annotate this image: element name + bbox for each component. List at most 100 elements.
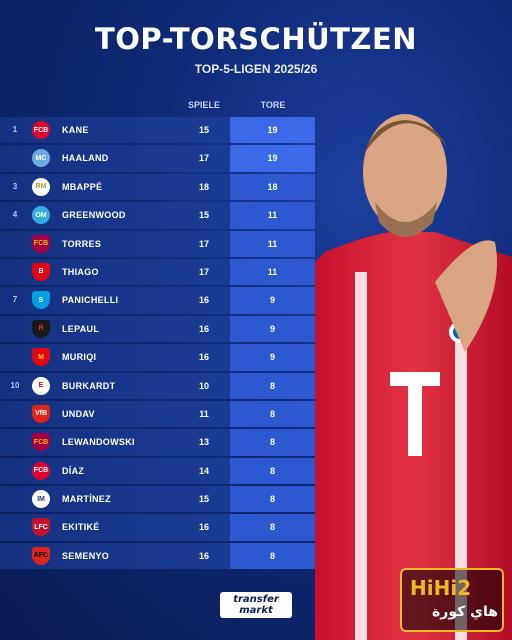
rank-cell: 7 [12,295,18,305]
table-row: LFC EKITIKÉ 16 8 [0,514,315,541]
marseille-crest-icon: OM [32,206,50,225]
liverpool-crest-icon: LFC [32,518,50,537]
rank-cell: 1 [12,125,18,134]
crest-text: E [38,382,44,390]
apps-cell: 17 [198,266,209,277]
player-name: HAALAND [62,153,109,164]
man-city-crest-icon: MC [32,149,50,168]
player-name: LEPAUL [62,323,100,334]
goals-cell: 11 [230,202,315,229]
goals-cell: 8 [230,486,315,513]
apps-cell: 16 [198,323,209,334]
goals-cell: 8 [230,457,315,485]
apps-cell: 18 [198,181,209,192]
player-name: TORRES [62,238,102,249]
crest-text: OM [35,211,47,219]
apps-cell: 11 [199,408,209,419]
bayern-crest-icon: FCB [32,461,50,480]
watermark-logo: HiHi2 هاي كورة [400,568,504,632]
page-title: TOP-TORSCHÜTZEN [94,22,418,56]
rank-cell: 10 [10,380,20,390]
column-header-goals: TORE [260,100,286,110]
goals-cell: 18 [230,173,315,201]
crest-text: S [38,296,44,304]
crest-text: LFC [34,523,48,531]
player-name: KANE [62,125,89,135]
crest-text: IM [37,495,45,503]
apps-cell: 15 [198,125,209,135]
real-madrid-crest-icon: RM [32,177,50,196]
table-row: MC HAALAND 17 19 [0,145,315,172]
table-row: IM MARTÍNEZ 15 8 [0,486,315,513]
crest-text: MC [35,154,47,162]
brentford-crest-icon: B [32,262,50,281]
player-name: EKITIKÉ [62,522,100,533]
table-row: 4 OM GREENWOOD 15 11 [0,202,315,229]
rank-cell: 3 [12,181,18,191]
page-subtitle: TOP-5-LIGEN 2025/26 [194,62,318,76]
goals-cell: 19 [230,117,315,144]
apps-cell: 16 [198,352,209,363]
table-row: 3 RM MBAPPÉ 18 18 [0,173,315,201]
bournemouth-crest-icon: AFC [32,546,50,565]
crest-text: B [38,268,44,276]
goals-cell: 9 [230,287,315,314]
goals-cell: 19 [230,145,315,172]
table-row: VfB UNDAV 11 8 [0,400,315,428]
table-row: 7 S PANICHELLI 16 9 [0,287,315,314]
bayern-crest-icon: FCB [32,121,50,139]
apps-cell: 10 [198,380,209,391]
crest-text: RM [35,183,47,191]
player-name: MBAPPÉ [62,181,103,192]
apps-cell: 17 [198,153,209,164]
apps-cell: 15 [198,494,209,505]
mallorca-crest-icon: M [32,348,50,367]
player-name: THIAGO [62,266,99,277]
watermark-line1: HiHi2 [410,576,472,600]
player-name: MURIQI [62,352,97,363]
apps-cell: 16 [198,522,209,533]
crest-text: M [38,353,44,361]
apps-cell: 17 [198,238,209,249]
goals-cell: 8 [230,429,315,456]
goals-cell: 11 [230,230,315,257]
apps-cell: 16 [198,550,209,561]
goals-cell: 8 [230,372,315,399]
goals-cell: 9 [230,344,315,371]
inter-crest-icon: IM [32,490,50,509]
crest-text: FCB [33,240,49,248]
player-name: LEWANDOWSKI [62,437,135,448]
table-row: AFC SEMENYO 16 8 [0,542,315,570]
player-name: SEMENYO [62,550,110,561]
crest-text: R [38,325,44,333]
rennes-crest-icon: R [32,319,50,338]
strasbourg-crest-icon: S [32,291,50,310]
scorers-table: 1 FCB KANE 15 19 MC HAALAND 17 19 3 RM MBAPPÉ 18 18 4 O… [0,117,315,571]
crest-text: FCB [33,126,49,134]
table-row: M MURIQI 16 9 [0,344,315,371]
player-name: UNDAV [62,408,95,419]
logo-line2: markt [239,605,273,616]
table-row: 10 E BURKARDT 10 8 [0,372,315,399]
apps-cell: 15 [198,210,209,221]
column-header-apps: SPIELE [187,100,220,110]
apps-cell: 14 [198,465,209,476]
table-row: FCB DÍAZ 14 8 [0,457,315,485]
goals-cell: 9 [230,315,315,343]
goals-cell: 8 [230,514,315,541]
crest-text: VfB [34,410,48,418]
barcelona-crest-icon: FCB [32,234,50,253]
table-row: FCB TORRES 17 11 [0,230,315,257]
crest-text: AFC [33,552,49,560]
table-row: FCB LEWANDOWSKI 13 8 [0,429,315,456]
barcelona-crest-icon: FCB [32,433,50,452]
player-name: BURKARDT [62,380,116,391]
transfermarkt-logo: transfer markt [220,592,292,618]
table-row: R LEPAUL 16 9 [0,315,315,343]
logo-line1: transfer [233,594,279,605]
goals-cell: 8 [230,400,315,428]
stuttgart-crest-icon: VfB [32,404,50,423]
player-name: GREENWOOD [62,210,126,221]
player-photo [315,114,512,640]
player-name: PANICHELLI [62,295,119,306]
